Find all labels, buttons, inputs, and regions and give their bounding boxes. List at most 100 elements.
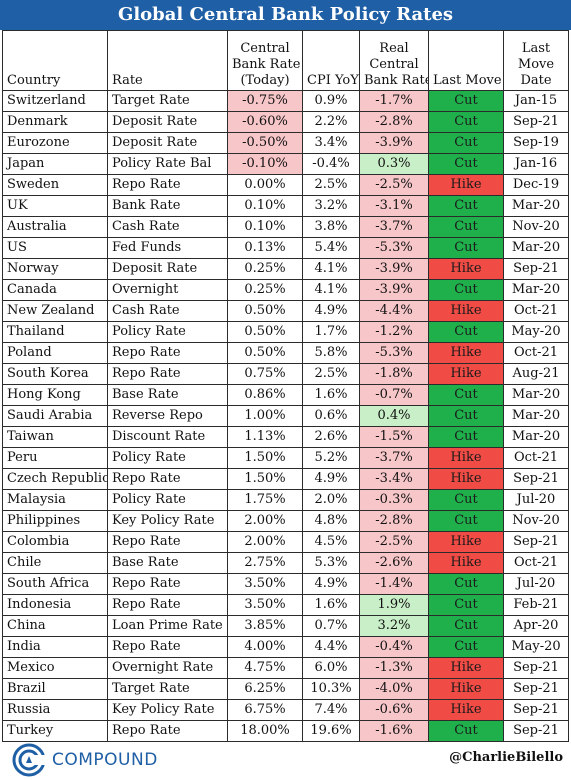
table-row: Russia Key Policy Rate 6.75% 7.4% -0.6% Hike S… [2, 699, 569, 721]
cell-central-bank-rate: 1.50% [227, 447, 303, 469]
cell-rate: Policy Rate Bal [107, 153, 228, 175]
cell-cpi-yoy: 3.8% [302, 216, 360, 238]
cell-real-rate: -2.8% [359, 510, 429, 532]
cell-last-move-date: Mar-20 [503, 405, 569, 427]
cell-last-move-date: Sep-21 [503, 678, 569, 700]
cell-real-rate: -2.5% [359, 174, 429, 196]
cell-last-move-date: Jul-20 [503, 573, 569, 595]
cell-last-move-date: Oct-21 [503, 552, 569, 574]
cell-rate: Cash Rate [107, 300, 228, 322]
cell-rate: Target Rate [107, 90, 228, 112]
cell-real-rate: -4.0% [359, 678, 429, 700]
table-row: Norway Deposit Rate 0.25% 4.1% -3.9% Hike Sep-… [2, 258, 569, 280]
cell-real-rate: 0.3% [359, 153, 429, 175]
cell-cpi-yoy: 1.6% [302, 384, 360, 406]
cell-cpi-yoy: 2.5% [302, 174, 360, 196]
cell-rate: Key Policy Rate [107, 510, 228, 532]
cell-last-move-date: Nov-20 [503, 216, 569, 238]
cell-rate: Overnight [107, 279, 228, 301]
cell-rate: Repo Rate [107, 636, 228, 658]
cell-central-bank-rate: 0.10% [227, 195, 303, 217]
table-row: Turkey Repo Rate 18.00% 19.6% -1.6% Cut Sep-21 [2, 720, 569, 742]
cell-real-rate: -0.6% [359, 699, 429, 721]
cell-country: Saudi Arabia [2, 405, 108, 427]
cell-central-bank-rate: 1.13% [227, 426, 303, 448]
cell-last-move-date: Mar-20 [503, 279, 569, 301]
cell-last-move-date: Feb-21 [503, 594, 569, 616]
cell-rate: Target Rate [107, 678, 228, 700]
cell-last-move: Hike [428, 531, 504, 553]
cell-last-move: Cut [428, 279, 504, 301]
cell-central-bank-rate: 2.75% [227, 552, 303, 574]
table-row: Japan Policy Rate Bal -0.10% -0.4% 0.3% Cut Ja… [2, 153, 569, 175]
cell-last-move: Cut [428, 384, 504, 406]
cell-cpi-yoy: 2.6% [302, 426, 360, 448]
cell-real-rate: 0.4% [359, 405, 429, 427]
cell-real-rate: -2.8% [359, 111, 429, 133]
cell-last-move: Cut [428, 426, 504, 448]
cell-last-move: Cut [428, 153, 504, 175]
cell-rate: Repo Rate [107, 468, 228, 490]
cell-last-move-date: Sep-21 [503, 468, 569, 490]
cell-central-bank-rate: 1.50% [227, 468, 303, 490]
cell-last-move-date: Sep-19 [503, 132, 569, 154]
cell-rate: Deposit Rate [107, 111, 228, 133]
cell-central-bank-rate: 4.00% [227, 636, 303, 658]
cell-cpi-yoy: 5.3% [302, 552, 360, 574]
cell-real-rate: -1.7% [359, 90, 429, 112]
cell-cpi-yoy: 4.1% [302, 279, 360, 301]
cell-last-move-date: Apr-20 [503, 615, 569, 637]
table-row: Hong Kong Base Rate 0.86% 1.6% -0.7% Cut Mar-2… [2, 384, 569, 406]
cell-last-move: Cut [428, 489, 504, 511]
cell-rate: Fed Funds [107, 237, 228, 259]
cell-central-bank-rate: 3.50% [227, 573, 303, 595]
cell-rate: Base Rate [107, 552, 228, 574]
cell-last-move-date: Sep-21 [503, 531, 569, 553]
cell-rate: Repo Rate [107, 720, 228, 742]
header-line: Real [379, 41, 409, 56]
cell-cpi-yoy: 4.9% [302, 300, 360, 322]
cell-cpi-yoy: 6.0% [302, 657, 360, 679]
cell-last-move-date: Jul-20 [503, 489, 569, 511]
cell-last-move: Hike [428, 363, 504, 385]
cell-central-bank-rate: 3.85% [227, 615, 303, 637]
cell-cpi-yoy: 4.5% [302, 531, 360, 553]
cell-central-bank-rate: -0.75% [227, 90, 303, 112]
header-real-rate: Real Central Bank Rate [359, 30, 429, 91]
cell-real-rate: -4.4% [359, 300, 429, 322]
cell-last-move: Hike [428, 699, 504, 721]
cell-rate: Reverse Repo [107, 405, 228, 427]
cell-real-rate: -0.4% [359, 636, 429, 658]
cell-cpi-yoy: 3.2% [302, 195, 360, 217]
cell-country: China [2, 615, 108, 637]
cell-last-move: Cut [428, 573, 504, 595]
header-central-bank-rate: Central Bank Rate (Today) [227, 30, 303, 91]
cell-cpi-yoy: 2.2% [302, 111, 360, 133]
cell-real-rate: -3.7% [359, 447, 429, 469]
cell-last-move-date: Sep-21 [503, 657, 569, 679]
cell-last-move: Cut [428, 720, 504, 742]
cell-cpi-yoy: 5.2% [302, 447, 360, 469]
cell-last-move: Cut [428, 510, 504, 532]
cell-real-rate: -3.4% [359, 468, 429, 490]
table-row: Malaysia Policy Rate 1.75% 2.0% -0.3% Cut Jul-… [2, 489, 569, 511]
cell-last-move-date: Sep-21 [503, 720, 569, 742]
table-row: Poland Repo Rate 0.50% 5.8% -5.3% Hike Oct-21 [2, 342, 569, 364]
cell-real-rate: -0.3% [359, 489, 429, 511]
cell-central-bank-rate: -0.60% [227, 111, 303, 133]
cell-cpi-yoy: -0.4% [302, 153, 360, 175]
footer: COMPOUND @CharlieBilello [0, 740, 571, 780]
cell-real-rate: -2.5% [359, 531, 429, 553]
cell-last-move-date: Sep-21 [503, 699, 569, 721]
cell-last-move: Hike [428, 678, 504, 700]
table-row: South Korea Repo Rate 0.75% 2.5% -1.8% Hike Au… [2, 363, 569, 385]
cell-country: India [2, 636, 108, 658]
cell-cpi-yoy: 7.4% [302, 699, 360, 721]
cell-country: Hong Kong [2, 384, 108, 406]
table-row: Philippines Key Policy Rate 2.00% 4.8% -2.8%… [2, 510, 569, 532]
cell-real-rate: 3.2% [359, 615, 429, 637]
cell-central-bank-rate: 6.25% [227, 678, 303, 700]
cell-central-bank-rate: 0.50% [227, 300, 303, 322]
cell-last-move-date: May-20 [503, 321, 569, 343]
cell-last-move: Cut [428, 615, 504, 637]
